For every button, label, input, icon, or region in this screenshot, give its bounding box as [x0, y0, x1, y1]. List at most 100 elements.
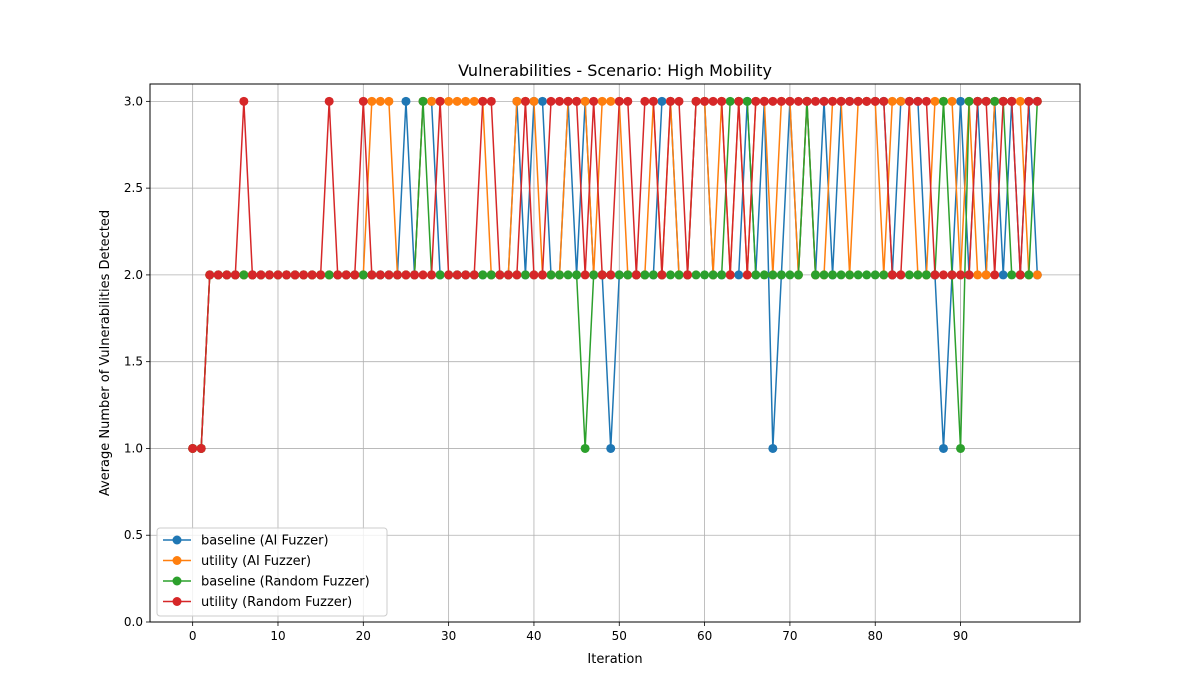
data-point [299, 270, 309, 280]
data-point [324, 270, 334, 280]
data-point [572, 96, 582, 106]
data-point [657, 96, 667, 106]
data-point [691, 96, 701, 106]
data-point [956, 270, 966, 280]
data-point [904, 270, 914, 280]
data-point [546, 270, 556, 280]
data-point [981, 270, 991, 280]
legend-label: utility (AI Fuzzer) [201, 554, 311, 569]
data-point [213, 270, 223, 280]
data-point [486, 96, 496, 106]
data-point [1032, 270, 1042, 280]
data-point [862, 96, 872, 106]
data-point [742, 270, 752, 280]
y-axis-label: Average Number of Vulnerabilities Detect… [98, 210, 113, 496]
data-point [870, 96, 880, 106]
data-point [495, 270, 505, 280]
data-point [418, 270, 428, 280]
data-point [964, 96, 974, 106]
data-point [751, 96, 761, 106]
data-point [973, 270, 983, 280]
data-point [409, 270, 419, 280]
data-point [589, 96, 599, 106]
data-point [341, 270, 351, 280]
data-point [734, 270, 744, 280]
data-point [768, 96, 778, 106]
data-point [751, 270, 761, 280]
data-point [537, 96, 547, 106]
data-point [776, 270, 786, 280]
data-point [717, 270, 727, 280]
data-point [691, 270, 701, 280]
data-point [461, 270, 471, 280]
data-point [828, 270, 838, 280]
data-point [887, 270, 897, 280]
data-point [444, 270, 454, 280]
data-point [358, 96, 368, 106]
data-point [811, 270, 821, 280]
data-point [452, 96, 462, 106]
data-point [401, 96, 411, 106]
data-point [367, 96, 377, 106]
data-point [427, 270, 437, 280]
x-tick-label: 10 [270, 629, 285, 643]
data-point [546, 96, 556, 106]
data-point [529, 96, 539, 106]
data-point [580, 270, 590, 280]
plot-frame [149, 83, 1081, 623]
data-point [503, 270, 513, 280]
data-point [887, 96, 897, 106]
data-point [469, 96, 479, 106]
data-point [392, 270, 402, 280]
legend-item: baseline (AI Fuzzer) [163, 534, 329, 549]
data-point [811, 96, 821, 106]
data-point [563, 96, 573, 106]
data-point [785, 270, 795, 280]
data-point [461, 96, 471, 106]
data-point [947, 96, 957, 106]
data-point [793, 270, 803, 280]
data-point [674, 96, 684, 106]
data-point [998, 96, 1008, 106]
data-point [623, 96, 633, 106]
data-point [375, 270, 385, 280]
data-point [648, 96, 658, 106]
data-point [418, 96, 428, 106]
legend: baseline (AI Fuzzer) utility (AI Fuzzer) b… [156, 527, 388, 617]
data-point [478, 96, 488, 106]
data-point [768, 270, 778, 280]
x-axis-ticks: 0 10 20 30 40 50 60 70 80 90 [189, 622, 968, 643]
data-point [725, 96, 735, 106]
y-tick-label: 0.5 [124, 528, 143, 542]
x-tick-label: 30 [441, 629, 456, 643]
data-point [674, 270, 684, 280]
data-point [759, 96, 769, 106]
data-point [956, 96, 966, 106]
legend-label: utility (Random Fuzzer) [201, 595, 352, 610]
data-point [1007, 96, 1017, 106]
data-point [239, 96, 249, 106]
data-point [708, 96, 718, 106]
data-point [1007, 270, 1017, 280]
data-point [938, 270, 948, 280]
data-point [981, 96, 991, 106]
data-point [1024, 270, 1034, 280]
data-point [998, 270, 1008, 280]
x-axis-label: Iteration [587, 652, 642, 667]
data-point [486, 270, 496, 280]
data-point [793, 96, 803, 106]
data-point [896, 96, 906, 106]
chart-title: Vulnerabilities - Scenario: High Mobilit… [458, 61, 772, 80]
data-point [725, 270, 735, 280]
data-point [529, 270, 539, 280]
data-point [606, 443, 616, 453]
data-point [188, 443, 198, 453]
data-point [990, 96, 1000, 106]
x-tick-label: 50 [612, 629, 627, 643]
data-point [282, 270, 292, 280]
data-point [239, 270, 249, 280]
data-point [785, 96, 795, 106]
data-point [307, 270, 317, 280]
x-tick-label: 20 [356, 629, 371, 643]
